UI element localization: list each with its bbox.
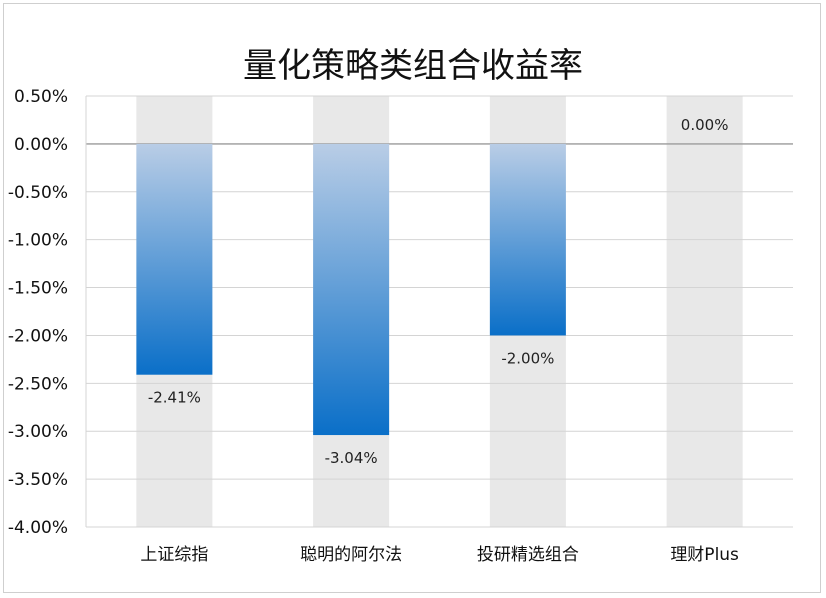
bar	[489, 143, 566, 336]
y-tick-label: -0.50%	[8, 183, 68, 203]
y-tick-label: -3.00%	[8, 422, 68, 442]
category-band	[666, 96, 743, 527]
y-tick-label: -4.00%	[8, 518, 68, 538]
y-tick-label: -2.50%	[8, 374, 68, 394]
bar	[313, 143, 390, 436]
y-tick-label: -1.50%	[8, 279, 68, 299]
category-label: 理财Plus	[670, 545, 739, 565]
category-label: 上证综指	[140, 545, 208, 565]
y-tick-label: -2.00%	[8, 326, 68, 346]
y-tick-label: 0.00%	[14, 135, 68, 155]
data-label: -3.04%	[325, 449, 378, 467]
y-tick-label: -1.00%	[8, 231, 68, 251]
data-label: -2.41%	[148, 389, 201, 407]
y-tick-label: 0.50%	[14, 87, 68, 107]
data-label: 0.00%	[681, 116, 729, 134]
category-label: 聪明的阿尔法	[300, 545, 402, 565]
category-label: 投研精选组合	[477, 545, 579, 565]
chart-title: 量化策略类组合收益率	[243, 46, 583, 86]
data-label: -2.00%	[501, 349, 554, 367]
bar	[136, 143, 213, 375]
y-tick-label: -3.50%	[8, 470, 68, 490]
